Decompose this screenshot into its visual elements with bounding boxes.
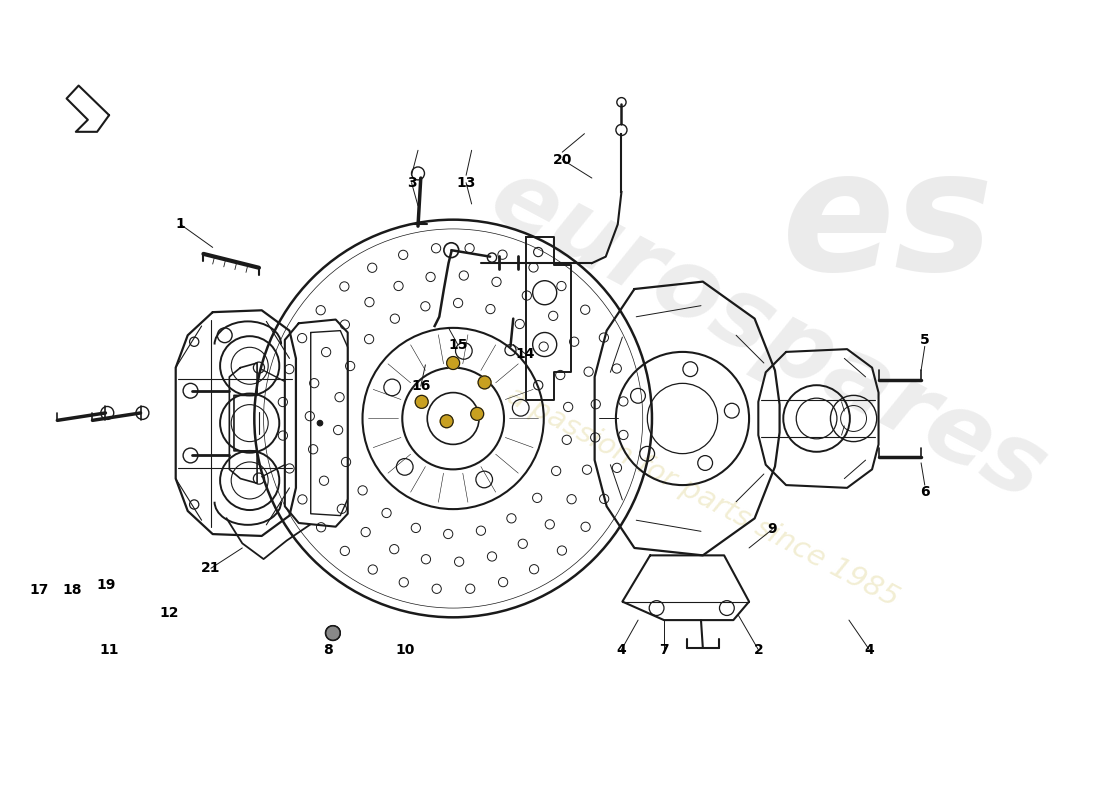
Text: 14: 14 — [516, 346, 535, 361]
Text: 8: 8 — [323, 642, 333, 657]
Circle shape — [317, 420, 322, 426]
Text: 18: 18 — [63, 582, 81, 597]
Text: 17: 17 — [30, 582, 48, 597]
Text: 7: 7 — [659, 642, 669, 657]
Text: a passion for parts since 1985: a passion for parts since 1985 — [502, 382, 903, 613]
Text: 10: 10 — [395, 642, 415, 657]
Text: 19: 19 — [97, 578, 116, 592]
Text: 15: 15 — [448, 338, 468, 351]
Circle shape — [326, 626, 340, 641]
Circle shape — [415, 395, 428, 408]
Text: 4: 4 — [865, 642, 874, 657]
Text: 2: 2 — [754, 642, 763, 657]
Text: 4: 4 — [617, 642, 626, 657]
Text: 9: 9 — [768, 522, 777, 537]
Text: 13: 13 — [456, 176, 476, 190]
Text: 1: 1 — [176, 218, 185, 231]
Text: 21: 21 — [201, 562, 221, 575]
Text: es: es — [782, 142, 994, 306]
Text: 12: 12 — [160, 606, 179, 620]
Text: 20: 20 — [552, 153, 572, 166]
Text: 16: 16 — [411, 379, 430, 393]
Text: eurospares: eurospares — [474, 150, 1062, 521]
Text: 3: 3 — [407, 176, 416, 190]
Circle shape — [478, 376, 491, 389]
Circle shape — [440, 414, 453, 428]
Text: 11: 11 — [99, 642, 119, 657]
Circle shape — [471, 407, 484, 420]
Text: 5: 5 — [920, 333, 929, 347]
Circle shape — [447, 357, 460, 370]
Text: 6: 6 — [920, 486, 929, 499]
